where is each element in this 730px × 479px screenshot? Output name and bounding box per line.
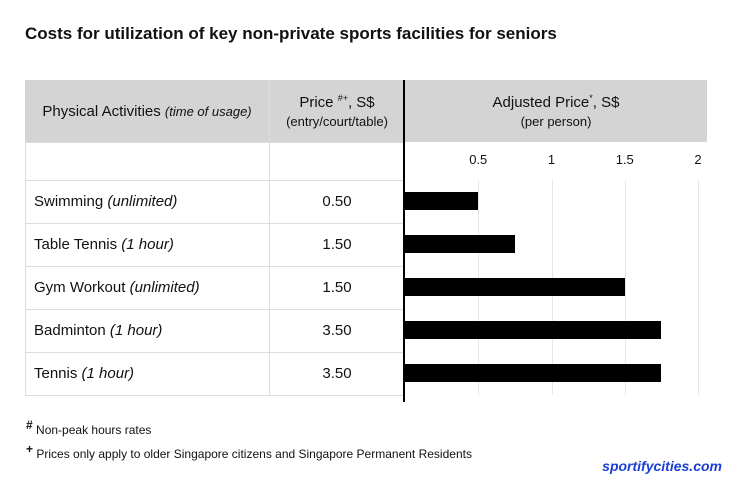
header-price-sub: (entry/court/table) xyxy=(286,114,388,129)
activity-name: Badminton xyxy=(34,321,106,339)
table-row-activity: Table Tennis (1 hour) xyxy=(34,236,174,253)
header-price-sup: #+ xyxy=(337,93,348,103)
row-divider xyxy=(25,395,403,396)
header-price-unit: , S$ xyxy=(347,94,375,111)
row-divider xyxy=(25,352,403,353)
header-price: Price #+, S$ (entry/court/table) xyxy=(270,80,404,142)
activity-note: (1 hour) xyxy=(81,364,135,382)
header-activity: Physical Activities (time of usage) xyxy=(25,80,269,142)
x-tick-label: 0.5 xyxy=(469,152,488,167)
table-row-price: 3.50 xyxy=(322,364,352,382)
activity-note: (1 hour) xyxy=(121,235,174,253)
bar-tennis xyxy=(405,364,662,382)
x-tick-label: 2 xyxy=(694,152,702,167)
header-adjusted-sup: * xyxy=(589,93,593,103)
footnote: # Non-peak hours rates xyxy=(26,418,151,437)
x-tick-label: 1.5 xyxy=(615,152,634,167)
row-divider xyxy=(25,142,403,143)
header-adjusted-label: Adjusted Price xyxy=(492,94,590,111)
footnote-text: Non-peak hours rates xyxy=(36,423,152,437)
bar-swimming xyxy=(405,192,479,210)
table-row-activity: Badminton (1 hour) xyxy=(34,322,162,339)
table-row-activity: Swimming (unlimited) xyxy=(34,193,177,210)
table-row-price: 3.50 xyxy=(322,321,352,339)
gridline xyxy=(624,180,626,395)
bar-badminton xyxy=(405,321,662,339)
activity-note: (unlimited) xyxy=(129,278,200,296)
footnote-text: Prices only apply to older Singapore cit… xyxy=(36,447,472,461)
header-activity-note: (time of usage) xyxy=(164,103,252,119)
activity-note: (1 hour) xyxy=(109,321,163,339)
footnote-mark: + xyxy=(26,442,34,456)
activity-name: Gym Workout xyxy=(34,278,126,296)
table-header xyxy=(25,80,707,142)
table-row-price: 1.50 xyxy=(322,278,352,296)
table-row-price: 1.50 xyxy=(322,235,352,253)
row-divider xyxy=(25,309,403,310)
footnote: + Prices only apply to older Singapore c… xyxy=(26,442,472,461)
table-border-left xyxy=(25,142,26,395)
footnote-mark: # xyxy=(26,418,33,432)
chart-title: Costs for utilization of key non-private… xyxy=(25,24,557,43)
activity-name: Tennis xyxy=(34,364,78,382)
activity-name: Swimming xyxy=(34,192,104,210)
brand-watermark: sportifycities.com xyxy=(602,458,722,474)
table-row-price: 0.50 xyxy=(322,192,352,210)
bar-gym-workout xyxy=(405,278,625,296)
row-divider xyxy=(25,180,403,181)
activity-note: (unlimited) xyxy=(107,192,178,210)
header-adjusted-unit: , S$ xyxy=(592,94,620,111)
column-divider xyxy=(269,80,270,395)
gridline xyxy=(698,180,699,395)
row-divider xyxy=(25,266,403,267)
activity-name: Table Tennis xyxy=(34,235,118,253)
header-adjusted: Adjusted Price*, S$ (per person) xyxy=(405,80,707,142)
header-activity-label: Physical Activities xyxy=(42,102,161,120)
table-row-activity: Gym Workout (unlimited) xyxy=(34,279,200,296)
bar-table-tennis xyxy=(405,235,515,253)
row-divider xyxy=(25,223,403,224)
header-adjusted-sub: (per person) xyxy=(520,114,592,129)
x-tick-label: 1 xyxy=(547,152,556,167)
table-row-activity: Tennis (1 hour) xyxy=(34,365,134,382)
chart-axis-line xyxy=(403,80,405,402)
header-price-label: Price xyxy=(299,94,334,111)
